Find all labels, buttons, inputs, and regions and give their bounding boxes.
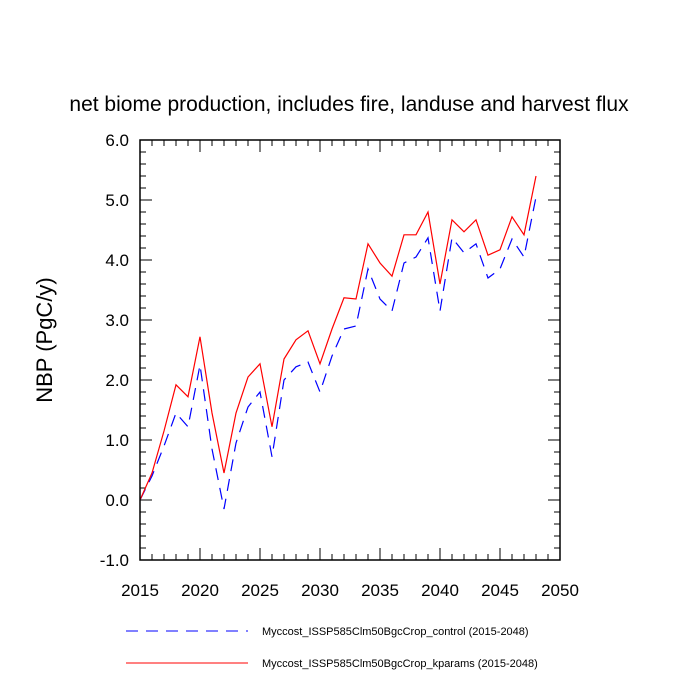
y-tick-label: 6.0 [105, 131, 129, 150]
series-line-kparams [139, 175, 537, 501]
x-tick-label: 2030 [301, 581, 339, 600]
legend-label: Myccost_ISSP585Clm50BgcCrop_kparams (201… [262, 658, 538, 670]
y-tick-label: 2.0 [105, 371, 129, 390]
y-tick-label: 0.0 [105, 491, 129, 510]
y-tick-label: -1.0 [100, 551, 129, 570]
x-tick-label: 2025 [241, 581, 279, 600]
x-tick-label: 2045 [481, 581, 519, 600]
plot-frame [139, 139, 561, 561]
x-tick-label: 2020 [181, 581, 219, 600]
y-tick-label: 3.0 [105, 311, 129, 330]
x-tick-label: 2015 [121, 581, 159, 600]
y-axis-label: NBP (PgC/y) [32, 277, 57, 403]
x-tick-label: 2040 [421, 581, 459, 600]
y-tick-label: 1.0 [105, 431, 129, 450]
x-tick-label: 2050 [541, 581, 579, 600]
legend-label: Myccost_ISSP585Clm50BgcCrop_control (201… [262, 626, 529, 638]
y-tick-label: 5.0 [105, 191, 129, 210]
series-line-control [139, 196, 537, 510]
y-tick-label: 4.0 [105, 251, 129, 270]
x-tick-label: 2035 [361, 581, 399, 600]
chart-title: net biome production, includes fire, lan… [69, 93, 629, 116]
